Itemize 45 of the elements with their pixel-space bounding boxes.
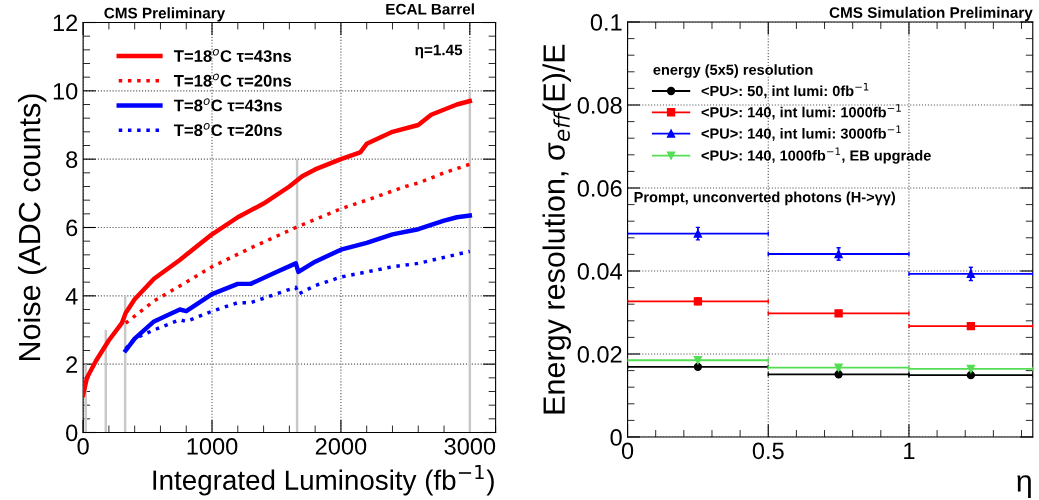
x-tick-label: 3000	[444, 437, 496, 455]
x-tick-label: 1000	[187, 437, 238, 455]
chart-title: CMS Preliminary	[104, 7, 226, 22]
y-axis-title: Noise (ADC counts)	[17, 94, 47, 360]
y-tick-label: 0.1	[590, 14, 622, 31]
point	[693, 356, 703, 365]
point	[966, 269, 976, 279]
x-tick-label: 0	[77, 437, 89, 455]
y-tick-label: 0.04	[577, 263, 623, 280]
point	[966, 364, 976, 374]
y-tick-label: 0.02	[577, 346, 622, 363]
y-tick-label: 0.08	[577, 97, 622, 114]
legend-label: <PU>: 50, int lumi: 0fb$^{−1}$	[701, 82, 869, 99]
text: ECAL Barrel	[386, 3, 474, 15]
point	[693, 362, 703, 372]
x-axis-title: η	[1017, 475, 1031, 498]
y-tick-label: 8	[66, 151, 78, 168]
legend-label: <PU>: 140, 1000fb$^{−1}$, EB upgrade	[701, 147, 931, 164]
legend-label: T=8$^{o}$C τ=20ns	[173, 122, 282, 137]
point	[693, 229, 703, 238]
x-tick-label: 2000	[315, 437, 367, 455]
y-tick-label: 0.06	[577, 180, 622, 197]
y-tick-label: 4	[65, 288, 78, 305]
y-axis-title: Energy resolution, σ$_{eff}$(E)/E	[542, 44, 571, 414]
x-tick-label: 1	[904, 442, 915, 459]
y-tick-label: 6	[66, 219, 78, 237]
legend-label: <PU>: 140, int lumi: 3000fb$^{−1}$	[701, 125, 901, 141]
line-series	[83, 98, 473, 398]
annotation: Prompt, unconverted photons (H->γγ)	[634, 191, 896, 206]
legend-label: T=18$^{o}$C τ=43ns	[173, 48, 292, 62]
annotation: η=1.45	[415, 44, 463, 59]
y-tick-label: 2	[66, 356, 78, 373]
point	[966, 322, 976, 331]
chart-title: CMS Simulation Preliminary	[829, 6, 1033, 21]
legend-label: T=8$^{o}$C τ=43ns	[173, 98, 282, 112]
x-axis-title: Integrated Luminosity (fb$^{−1}$)	[153, 464, 494, 496]
point	[966, 370, 976, 380]
legend-label: T=18$^{o}$C τ=20ns	[173, 73, 292, 87]
legend-title: energy (5x5) resolution	[653, 64, 813, 78]
legend-label: <PU>: 140, int lumi: 1000fb$^{−1}$	[701, 104, 901, 120]
y-tick-label: 10	[53, 82, 78, 100]
x-tick-label: 0.5	[752, 442, 784, 460]
x-tick-label: 0	[621, 442, 634, 460]
y-tick-label: 12	[53, 14, 78, 32]
y-tick-label: 0	[66, 424, 78, 442]
